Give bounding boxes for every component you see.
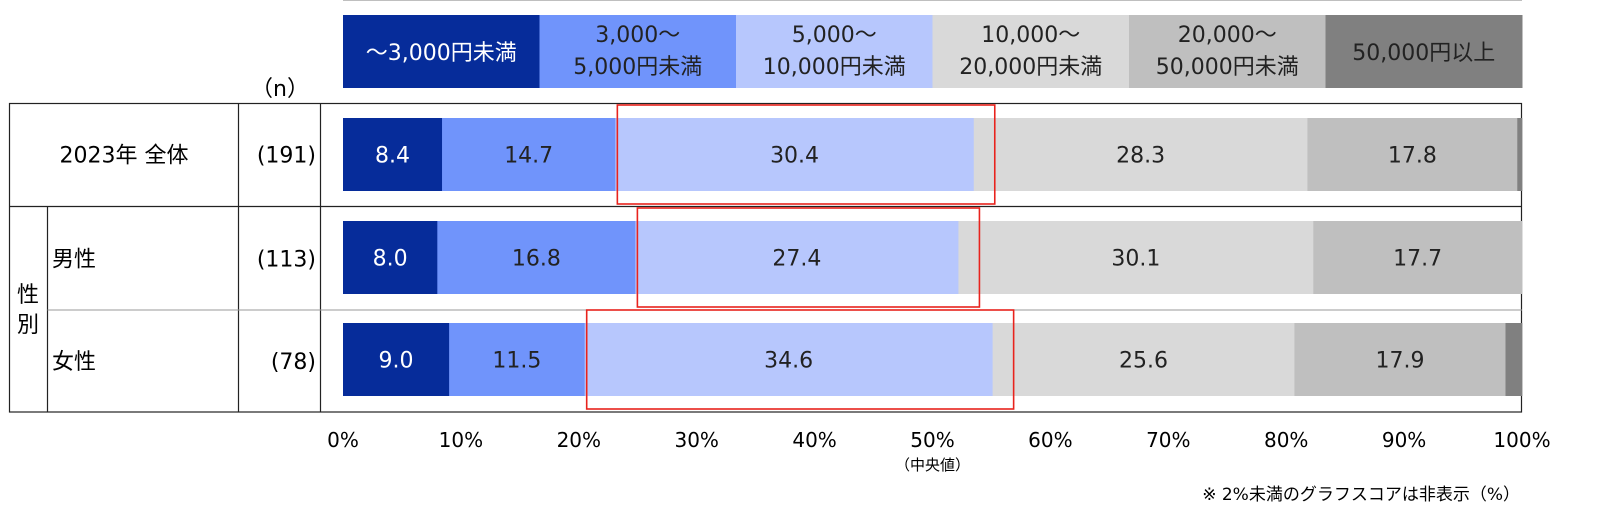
data-label: 16.8 [512, 247, 561, 272]
bar-segment [343, 221, 438, 294]
bar-segment [615, 118, 975, 191]
data-label: 30.4 [770, 144, 819, 169]
footnote: ※ 2%未満のグラフスコアは非表示（%） [1202, 485, 1520, 505]
n-column-header: （n） [251, 77, 309, 102]
x-axis: 0% 10% 20% 30% 40% 50% 60% 70% 80% 90% 100% [327, 428, 1550, 452]
tick-label: 70% [1146, 428, 1190, 452]
legend-label: 10,000～ [981, 23, 1080, 48]
tick-label: 30% [674, 428, 718, 452]
highlight-box [616, 104, 996, 205]
legend: ～3,000円未満 3,000～ 5,000円未満 5,000～ 10,000円未満 10… [343, 0, 1523, 88]
legend-swatch [539, 15, 737, 88]
data-label: 8.4 [375, 144, 410, 169]
row-label: 2023年 全体 [60, 144, 189, 169]
data-label: 25.6 [1119, 349, 1168, 374]
row-n: (78) [271, 350, 316, 375]
tick-label: 60% [1028, 428, 1072, 452]
tick-label: 100% [1493, 428, 1550, 452]
tick-label: 0% [327, 428, 359, 452]
highlight-box [585, 309, 1015, 410]
data-label: 17.8 [1388, 144, 1437, 169]
highlight-box [636, 207, 981, 308]
data-label: 34.6 [764, 349, 813, 374]
bar-segment [1505, 323, 1523, 396]
data-label: 9.0 [379, 349, 414, 374]
bar-segment [1294, 323, 1506, 396]
bar-segment [1307, 118, 1518, 191]
bar-area: 8.4 14.7 30.4 28.3 17.8 8.0 16.8 27.4 30.1 17.7 9.… [343, 104, 1523, 410]
tick-label: 50% [910, 428, 954, 452]
legend-label: 3,000～ [595, 23, 680, 48]
bar-segment [442, 118, 616, 191]
tick-label: 20% [557, 428, 601, 452]
bar-segment [992, 323, 1295, 396]
row-n: (191) [257, 144, 316, 169]
legend-label: 5,000～ [792, 23, 877, 48]
row-label: 女性 [52, 350, 96, 375]
legend-label: 20,000円未満 [959, 55, 1102, 80]
bar-segment [1313, 221, 1523, 294]
legend-label: ～3,000円未満 [366, 41, 517, 66]
data-label: 27.4 [772, 247, 821, 272]
bar-segment [449, 323, 586, 396]
row-n: (113) [257, 248, 316, 273]
tick-label: 10% [439, 428, 483, 452]
data-label: 17.7 [1393, 247, 1442, 272]
legend-swatch [932, 15, 1130, 88]
data-label: 28.3 [1116, 144, 1165, 169]
legend-label: 50,000円未満 [1156, 55, 1299, 80]
bar-segment [973, 118, 1308, 191]
group-label-char: 別 [17, 313, 39, 338]
row-label-table: 性別 2023年 全体 (191) 男性 (113) 女性 (78) [8, 102, 1523, 413]
data-label: 30.1 [1111, 247, 1160, 272]
bar-segment [958, 221, 1314, 294]
bar-segment [343, 118, 443, 191]
group-label-char: 性 [17, 283, 39, 308]
data-label: 8.0 [373, 247, 408, 272]
legend-label: 5,000円未満 [573, 55, 702, 80]
data-label: 17.9 [1375, 349, 1424, 374]
median-label: （中央値） [895, 456, 970, 474]
tick-label: 90% [1382, 428, 1426, 452]
legend-swatch [1325, 15, 1523, 88]
data-label: 14.7 [504, 144, 553, 169]
legend-label: 10,000円未満 [763, 55, 906, 80]
bar-segment [635, 221, 959, 294]
legend-label: 50,000円以上 [1352, 41, 1495, 66]
tick-label: 80% [1264, 428, 1308, 452]
legend-swatch [343, 15, 540, 88]
legend-label: 20,000～ [1178, 23, 1277, 48]
tick-label: 40% [792, 428, 836, 452]
legend-swatch [1129, 15, 1326, 88]
bar-segment [343, 323, 450, 396]
legend-swatch [736, 15, 933, 88]
row-label: 男性 [52, 248, 96, 273]
data-label: 11.5 [492, 349, 541, 374]
bar-segment [437, 221, 636, 294]
bar-segment [584, 323, 994, 396]
bar-segment [1517, 118, 1523, 191]
